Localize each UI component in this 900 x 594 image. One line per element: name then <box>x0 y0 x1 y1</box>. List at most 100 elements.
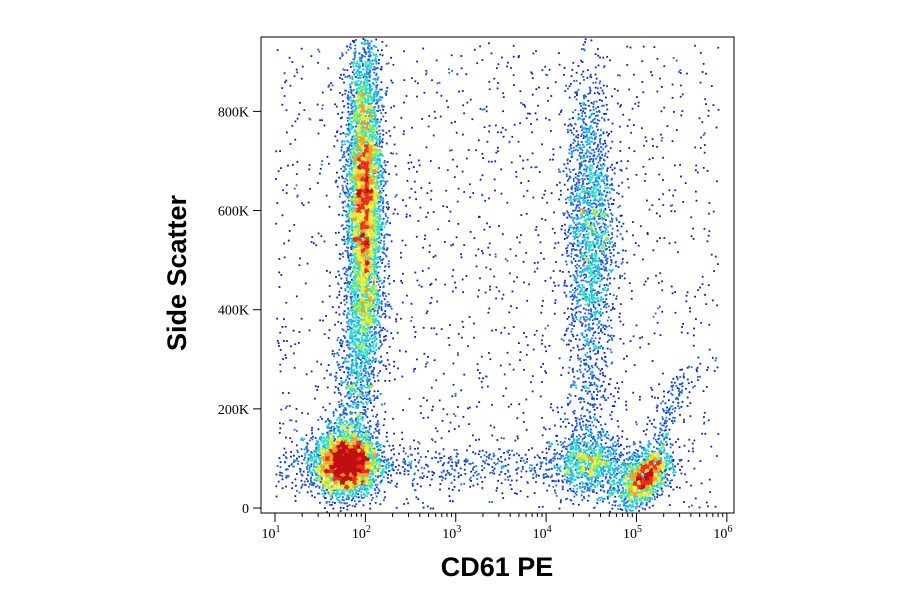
event-dot <box>384 465 387 467</box>
event-dot <box>341 78 344 80</box>
event-dot <box>310 463 313 466</box>
event-dot <box>347 477 350 480</box>
event-dot <box>318 487 321 489</box>
event-dot <box>366 492 368 495</box>
event-dot <box>359 500 361 502</box>
event-dot <box>336 496 339 499</box>
event-dot <box>332 488 334 491</box>
event-dot <box>339 440 342 443</box>
event-dot <box>335 486 338 489</box>
event-dot <box>341 443 344 446</box>
event-dot <box>350 459 353 461</box>
event-dot <box>362 496 365 499</box>
event-dot <box>375 139 378 142</box>
event-dot <box>303 480 306 483</box>
event-dot <box>369 449 372 452</box>
event-dot <box>336 472 338 474</box>
event-dot <box>372 118 375 121</box>
event-dot <box>333 466 336 469</box>
event-dot <box>358 67 361 70</box>
event-dot <box>324 480 326 483</box>
event-dot <box>366 478 368 481</box>
event-dot <box>338 416 341 419</box>
event-dot <box>379 464 382 467</box>
event-dot <box>353 444 356 447</box>
event-dot <box>318 466 320 469</box>
event-dot <box>349 435 352 438</box>
event-dot <box>361 439 364 442</box>
event-dot <box>345 270 347 273</box>
event-dot <box>374 501 377 504</box>
event-dot <box>339 159 342 161</box>
event-dot <box>340 418 343 421</box>
event-dot <box>348 194 351 197</box>
event-dot <box>348 458 350 461</box>
event-dot <box>351 462 354 464</box>
event-dot <box>385 435 388 438</box>
event-dot <box>336 497 338 500</box>
event-dot <box>364 476 367 479</box>
event-dot <box>358 57 361 59</box>
event-dot <box>375 299 377 301</box>
event-dot <box>352 463 354 466</box>
event-dot <box>371 290 374 293</box>
event-dot <box>377 458 380 461</box>
event-dot <box>364 294 367 296</box>
event-dot <box>383 445 386 448</box>
event-dot <box>345 487 348 489</box>
event-dot <box>361 452 364 455</box>
event-dot <box>327 485 330 488</box>
event-dot <box>350 470 353 472</box>
event-dot <box>332 435 335 438</box>
event-dot <box>334 438 336 441</box>
event-dot <box>338 473 340 476</box>
event-dot <box>326 485 328 488</box>
event-dot <box>373 488 376 490</box>
event-dot <box>323 462 326 465</box>
event-dot <box>372 54 375 57</box>
event-dot <box>365 73 368 75</box>
event-dot <box>307 460 309 463</box>
event-dot <box>363 492 365 495</box>
event-dot <box>344 135 347 138</box>
event-dot <box>328 470 331 473</box>
event-dot <box>330 438 333 441</box>
event-dot <box>368 431 370 434</box>
event-dot <box>328 481 331 484</box>
event-dot <box>375 479 377 481</box>
event-dot <box>338 435 341 437</box>
event-dot <box>350 455 353 457</box>
event-dot <box>349 483 352 486</box>
event-dot <box>308 439 311 442</box>
event-dot <box>334 502 336 504</box>
event-dot <box>322 451 325 453</box>
event-dot <box>319 501 321 504</box>
event-dot <box>306 449 309 452</box>
event-dot <box>369 485 372 487</box>
event-dot <box>345 465 348 468</box>
event-dot <box>372 462 375 465</box>
event-dot <box>345 456 347 459</box>
event-dot <box>348 446 350 449</box>
event-dot <box>343 443 345 446</box>
event-dot <box>354 478 356 481</box>
event-dot <box>330 443 333 446</box>
event-dot <box>316 444 319 447</box>
event-dot <box>387 458 390 461</box>
event-dot <box>339 468 342 470</box>
event-dot <box>364 65 367 67</box>
event-dot <box>322 468 325 471</box>
event-dot <box>379 256 382 258</box>
event-dot <box>306 442 308 444</box>
event-dot <box>349 281 351 284</box>
event-dot <box>363 488 366 491</box>
event-dot <box>360 477 363 480</box>
event-dot <box>349 226 352 228</box>
event-dot <box>322 465 325 467</box>
event-dot <box>331 480 333 483</box>
event-dot <box>309 490 312 493</box>
event-dot <box>355 246 357 248</box>
event-dot <box>367 482 370 484</box>
event-dot <box>322 495 325 498</box>
event-dot <box>347 473 350 475</box>
